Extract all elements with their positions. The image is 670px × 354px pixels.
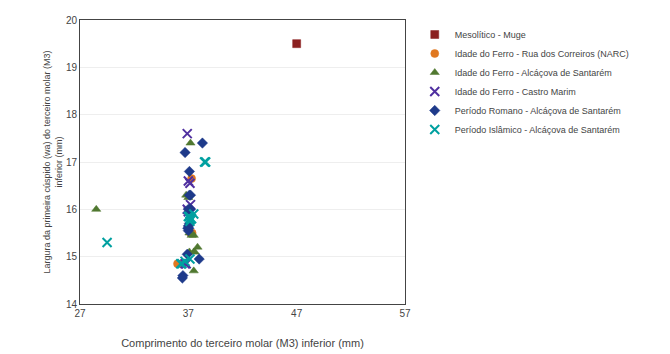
svg-text:Largura da primeira cúspido (w: Largura da primeira cúspido (wa) do terc… xyxy=(42,50,64,273)
svg-text:Período Islâmico - Alcáçova de: Período Islâmico - Alcáçova de Santarém xyxy=(455,125,620,135)
svg-text:Idade do Ferro - Rua dos Corre: Idade do Ferro - Rua dos Correiros (NARC… xyxy=(455,49,629,59)
svg-text:Mesolítico - Muge: Mesolítico - Muge xyxy=(455,30,526,40)
svg-text:47: 47 xyxy=(291,308,303,319)
svg-text:20: 20 xyxy=(66,15,78,26)
svg-text:18: 18 xyxy=(66,109,78,120)
svg-text:17: 17 xyxy=(66,157,78,168)
svg-text:19: 19 xyxy=(66,62,78,73)
svg-text:15: 15 xyxy=(66,251,78,262)
svg-text:27: 27 xyxy=(74,308,86,319)
svg-text:14: 14 xyxy=(66,299,78,310)
svg-text:37: 37 xyxy=(183,308,195,319)
svg-text:16: 16 xyxy=(66,204,78,215)
svg-text:Período Romano - Alcáçova de S: Período Romano - Alcáçova de Santarém xyxy=(455,106,621,116)
svg-text:Idade do Ferro - Castro Marim: Idade do Ferro - Castro Marim xyxy=(455,87,576,97)
svg-text:57: 57 xyxy=(399,308,411,319)
svg-text:Idade do Ferro - Alcáçova de S: Idade do Ferro - Alcáçova de Santarém xyxy=(455,68,612,78)
svg-text:Comprimento do terceiro molar: Comprimento do terceiro molar (M3) infer… xyxy=(121,337,364,349)
